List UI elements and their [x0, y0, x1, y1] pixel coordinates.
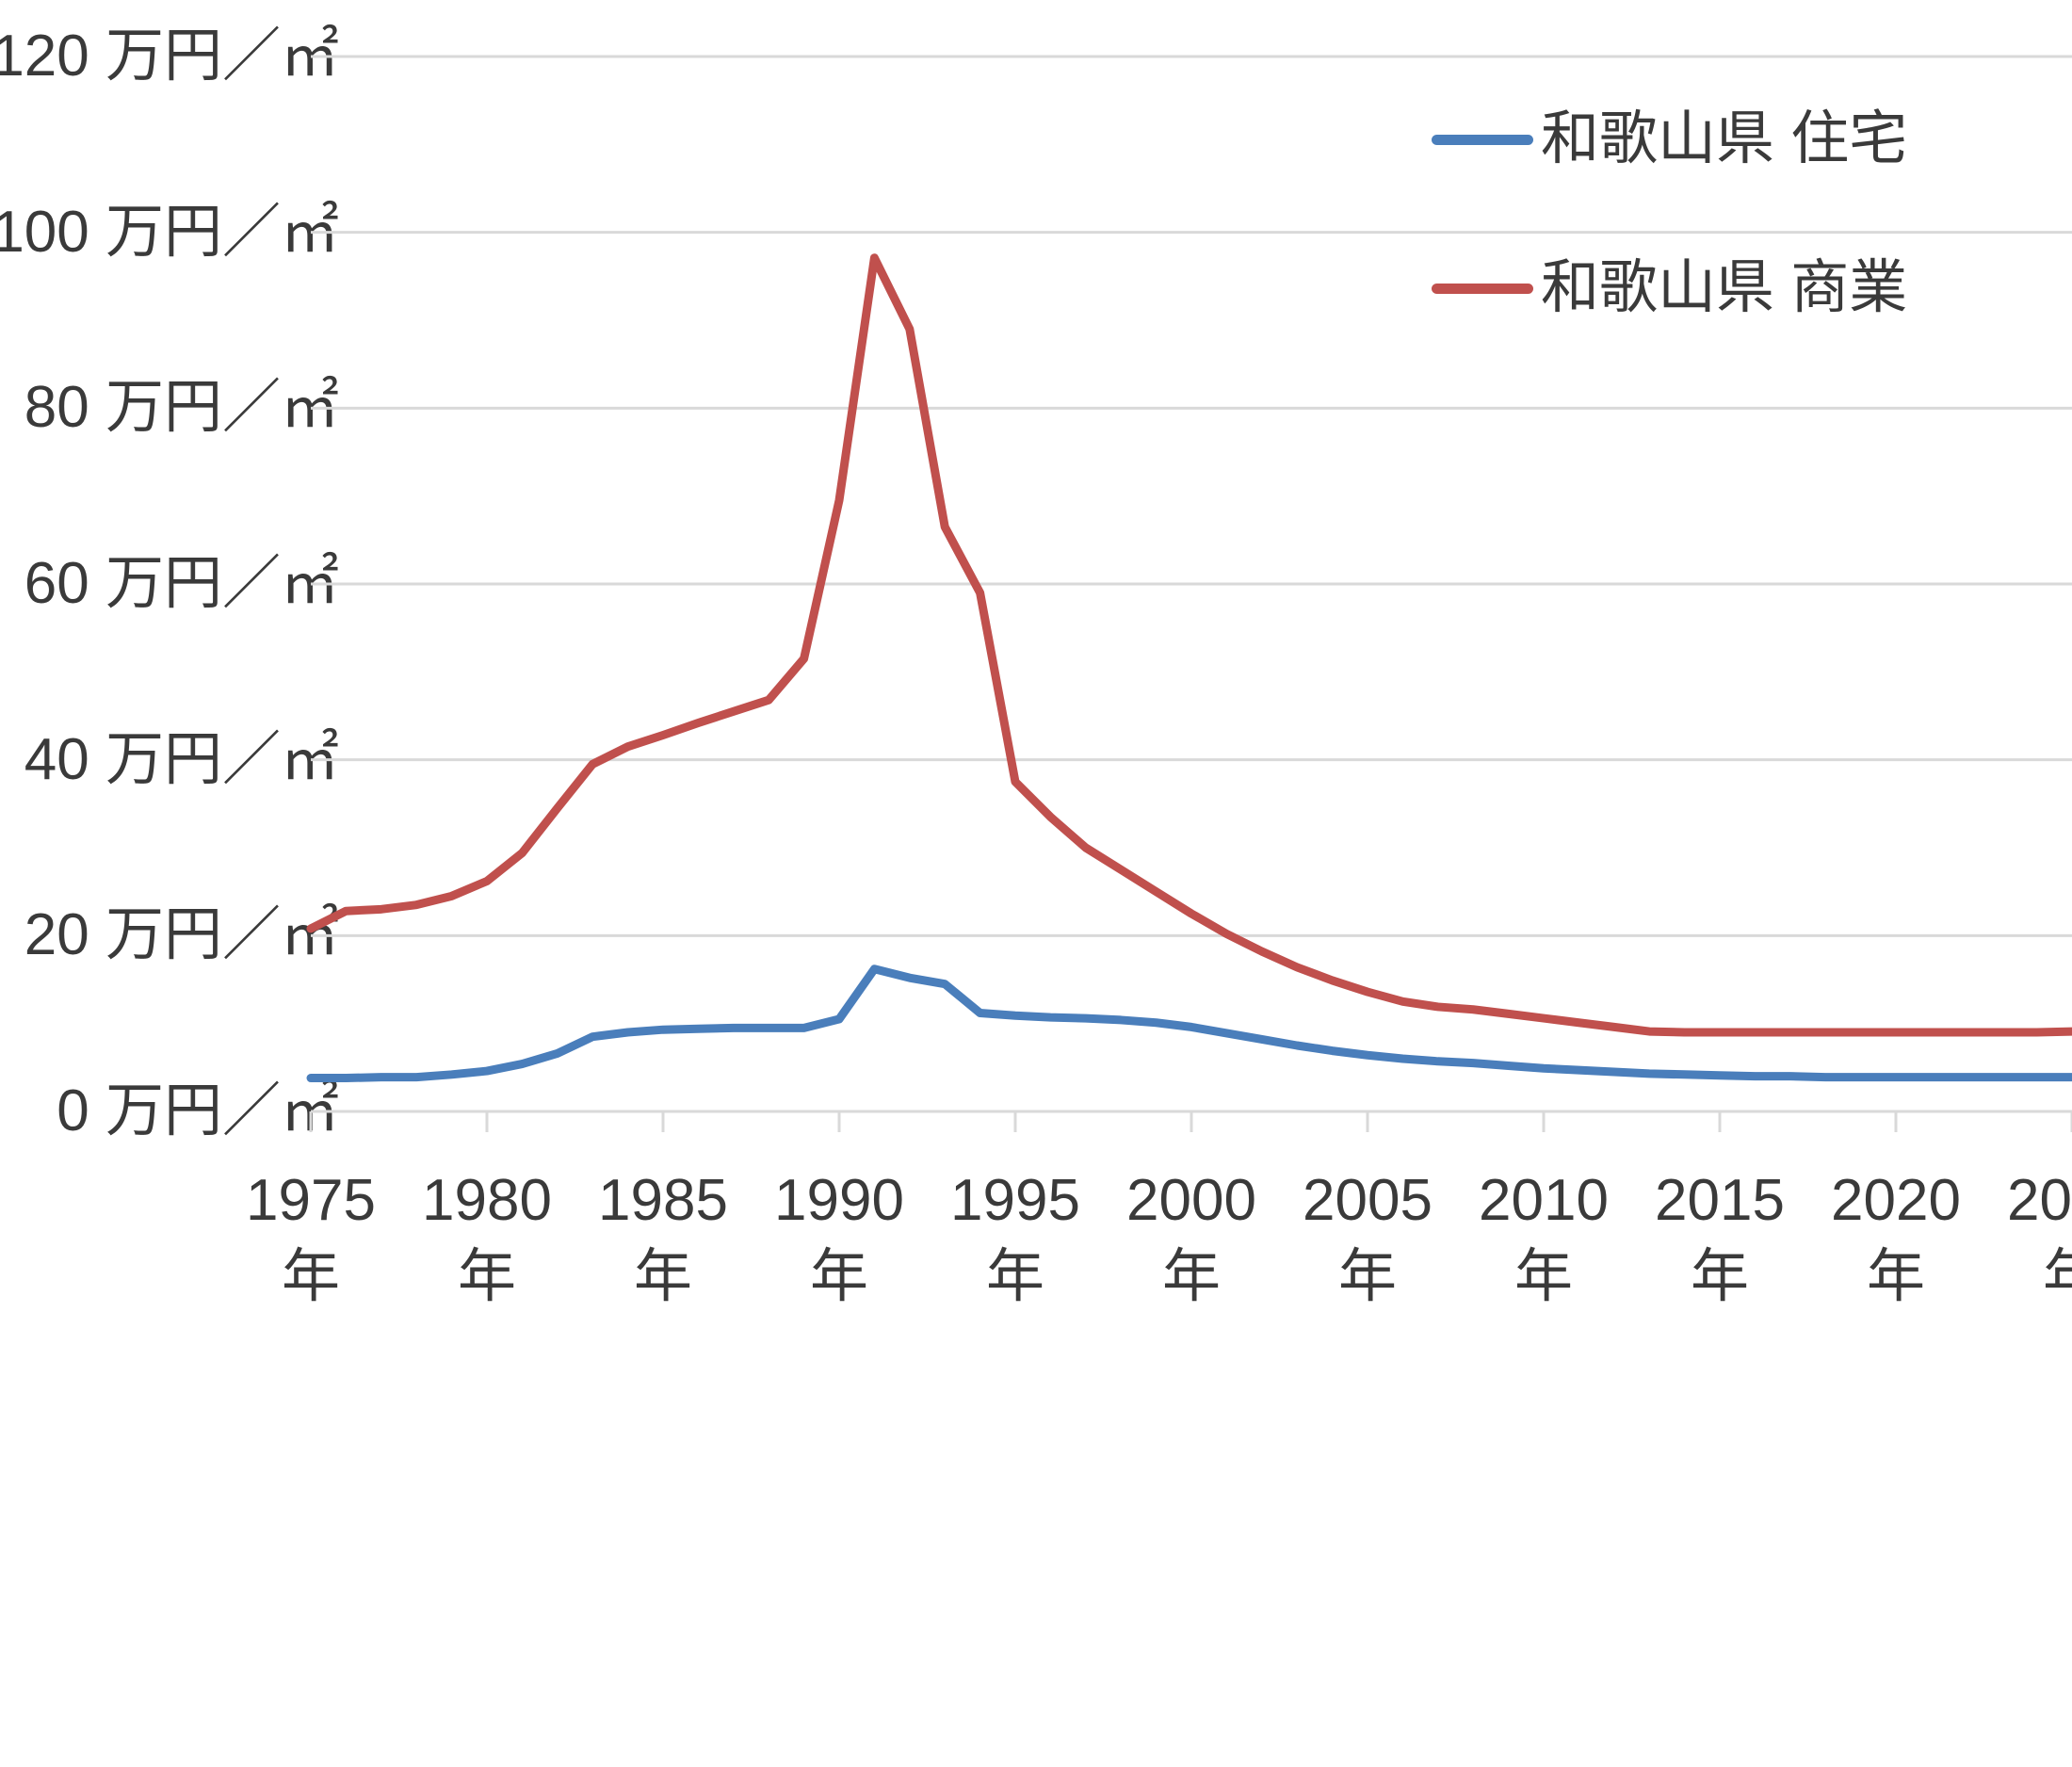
x-axis-tick-label: 1990 年 — [774, 1168, 904, 1309]
legend-item[interactable]: 和歌山県 住宅 — [1432, 94, 1907, 185]
legend-label: 和歌山県 商業 — [1541, 255, 1908, 320]
y-axis-tick-label: 120 万円／㎡ — [0, 24, 339, 89]
x-axis-tick-nen: 年 — [1866, 1243, 1925, 1309]
y-axis-tick-label: 80 万円／㎡ — [24, 375, 339, 441]
x-axis-tick-nen: 年 — [1337, 1243, 1397, 1309]
x-axis-tick-label: 1980 年 — [422, 1168, 552, 1309]
x-axis-tick-nen: 年 — [1161, 1243, 1221, 1309]
x-axis-tick-year: 1990 — [774, 1168, 904, 1233]
series-line-commercial — [306, 253, 2072, 1037]
x-axis-tick-nen: 年 — [1514, 1243, 1573, 1309]
x-axis-tick-label: 2000 年 — [1126, 1168, 1256, 1309]
x-axis-ticks — [309, 1111, 2072, 1132]
x-axis-tick-label: 1975 年 — [246, 1168, 376, 1309]
x-axis-tick-label: 2015 年 — [1655, 1168, 1785, 1309]
x-axis-tick-year: 2015 — [1655, 1168, 1785, 1233]
x-axis-tick-nen: 年 — [809, 1243, 868, 1309]
x-axis-tick-label: 2010 年 — [1479, 1168, 1609, 1309]
y-axis-tick-label: 100 万円／㎡ — [0, 199, 339, 265]
x-axis-tick-year: 1980 — [422, 1168, 552, 1233]
series-lines — [306, 253, 2072, 1083]
x-axis-tick-nen: 年 — [985, 1243, 1044, 1309]
legend-label: 和歌山県 住宅 — [1541, 106, 1908, 171]
x-axis-tick-label: 2020 年 — [1831, 1168, 1961, 1309]
x-axis-tick-year: 2025 — [2007, 1168, 2072, 1233]
x-axis-tick-year: 1985 — [598, 1168, 728, 1233]
x-axis-tick-nen: 年 — [281, 1243, 340, 1309]
chart-legend: 和歌山県 住宅 和歌山県 商業 — [1432, 94, 1907, 333]
x-axis-tick-year: 2020 — [1831, 1168, 1961, 1233]
legend-color-swatch — [1432, 283, 1533, 294]
x-axis-tick-nen: 年 — [1690, 1243, 1749, 1309]
legend-item[interactable]: 和歌山県 商業 — [1432, 243, 1907, 333]
x-axis-tick-year: 1975 — [246, 1168, 376, 1233]
y-axis-labels: 0 万円／㎡ 20 万円／㎡ 40 万円／㎡ 60 万円／㎡ 80 万円／㎡ 100 万円… — [0, 0, 339, 1767]
series-line-residential — [306, 965, 2072, 1083]
x-axis-tick-label: 2005 年 — [1303, 1168, 1433, 1309]
x-axis-tick-label: 1985 年 — [598, 1168, 728, 1309]
y-axis-tick-label: 60 万円／㎡ — [24, 551, 339, 616]
x-axis-tick-year: 2000 — [1126, 1168, 1256, 1233]
x-axis-tick-year: 2010 — [1479, 1168, 1609, 1233]
y-axis-tick-label: 40 万円／㎡ — [24, 726, 339, 792]
y-axis-tick-label: 20 万円／㎡ — [24, 902, 339, 968]
plot-area — [306, 55, 2072, 1132]
x-axis-tick-nen: 年 — [633, 1243, 692, 1309]
x-axis-tick-label: 1995 年 — [950, 1168, 1080, 1309]
x-axis-tick-nen: 年 — [2042, 1243, 2072, 1309]
x-axis-tick-year: 1995 — [950, 1168, 1080, 1233]
x-axis-tick-year: 2005 — [1303, 1168, 1433, 1233]
x-axis-tick-nen: 年 — [457, 1243, 516, 1309]
legend-color-swatch — [1432, 134, 1533, 145]
y-axis-tick-label: 0 万円／㎡ — [57, 1078, 339, 1143]
x-axis-tick-label: 2025 年 — [2007, 1168, 2072, 1309]
